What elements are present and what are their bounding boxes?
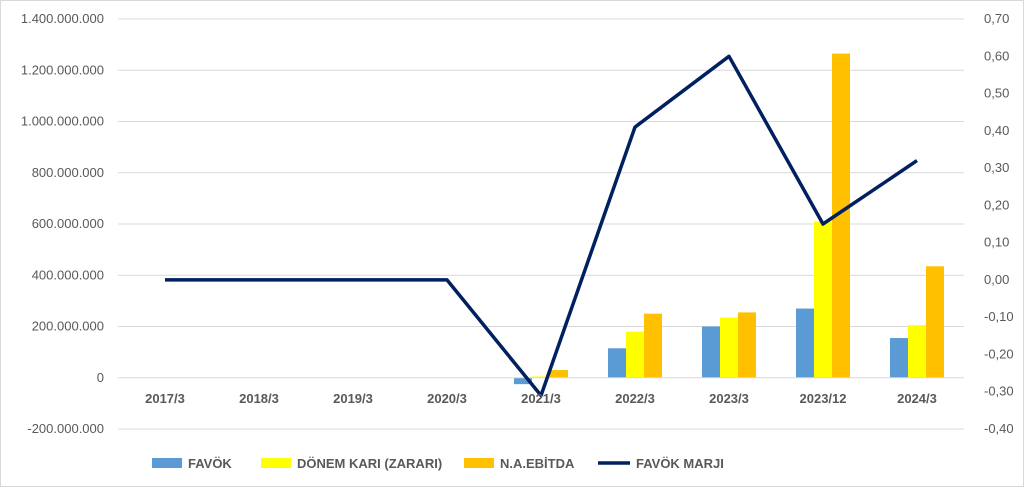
legend-label: FAVÖK (188, 456, 232, 471)
left-tick-label: 400.000.000 (32, 267, 104, 282)
legend: FAVÖK DÖNEM KARI (ZARARI) N.A.EBİTDA FAVÖK … (152, 456, 724, 471)
right-tick-label: -0,30 (984, 384, 1014, 399)
bar-d-nem-kari-zarari (814, 221, 832, 378)
left-tick-label: 1.000.000.000 (21, 114, 104, 129)
right-tick-label: 0,50 (984, 86, 1009, 101)
right-tick-label: -0,10 (984, 309, 1014, 324)
bar-n-a-ebi-tda (926, 266, 944, 378)
bar-d-nem-kari-zarari (720, 317, 738, 378)
right-tick-label: -0,40 (984, 421, 1014, 436)
bar-d-nem-kari-zarari (908, 325, 926, 378)
legend-swatch-fav-k (152, 458, 182, 468)
legend-swatch-n-a-ebi-tda (464, 458, 494, 468)
category-label: 2020/3 (427, 391, 467, 406)
bar-n-a-ebi-tda (550, 370, 568, 378)
category-label: 2017/3 (145, 391, 185, 406)
bar-d-nem-kari-zarari (532, 376, 550, 378)
right-tick-label: 0,30 (984, 160, 1009, 175)
left-tick-label: 0 (97, 370, 104, 385)
category-label: 2019/3 (333, 391, 373, 406)
left-tick-label: 1.200.000.000 (21, 62, 104, 77)
bar-fav-k (514, 377, 532, 385)
bars (514, 53, 944, 385)
bar-fav-k (608, 348, 626, 378)
right-tick-label: 0,00 (984, 272, 1009, 287)
bar-fav-k (702, 326, 720, 378)
left-tick-label: 600.000.000 (32, 216, 104, 231)
left-tick-label: -200.000.000 (27, 421, 104, 436)
category-label: 2018/3 (239, 391, 279, 406)
bar-n-a-ebi-tda (738, 312, 756, 378)
margin-line (165, 54, 918, 398)
legend-label: DÖNEM KARI (ZARARI) (297, 456, 442, 471)
left-tick-label: 200.000.000 (32, 319, 104, 334)
bar-n-a-ebi-tda (644, 313, 662, 378)
category-label: 2023/3 (709, 391, 749, 406)
left-tick-label: 800.000.000 (32, 165, 104, 180)
legend-swatch-d-nem-kari-zarari (261, 458, 291, 468)
bar-fav-k (890, 338, 908, 378)
category-label: 2023/12 (800, 391, 847, 406)
bar-n-a-ebi-tda (832, 53, 850, 378)
category-axis: 2017/3 2018/3 2019/3 2020/3 2021/3 2022/3 2023… (145, 391, 937, 406)
right-tick-label: 0,70 (984, 11, 1009, 26)
bar-fav-k (796, 308, 814, 378)
right-tick-label: 0,10 (984, 235, 1009, 250)
right-tick-label: 0,20 (984, 197, 1009, 212)
right-tick-label: 0,60 (984, 48, 1009, 63)
right-tick-label: -0,20 (984, 346, 1014, 361)
right-tick-label: 0,40 (984, 123, 1009, 138)
right-axis-ticks: 0,70 0,60 0,50 0,40 0,30 0,20 0,10 0,00 -0,10 -0,… (984, 11, 1014, 436)
category-label: 2024/3 (897, 391, 937, 406)
left-axis-ticks: 1.400.000.000 1.200.000.000 1.000.000.000 8… (21, 11, 104, 436)
gridlines (118, 18, 964, 430)
bar-d-nem-kari-zarari (626, 331, 644, 378)
legend-label: N.A.EBİTDA (500, 456, 575, 471)
category-label: 2021/3 (521, 391, 561, 406)
left-tick-label: 1.400.000.000 (21, 11, 104, 26)
line-fav-k-marji (165, 54, 918, 398)
legend-label: FAVÖK MARJI (636, 456, 724, 471)
category-label: 2022/3 (615, 391, 655, 406)
